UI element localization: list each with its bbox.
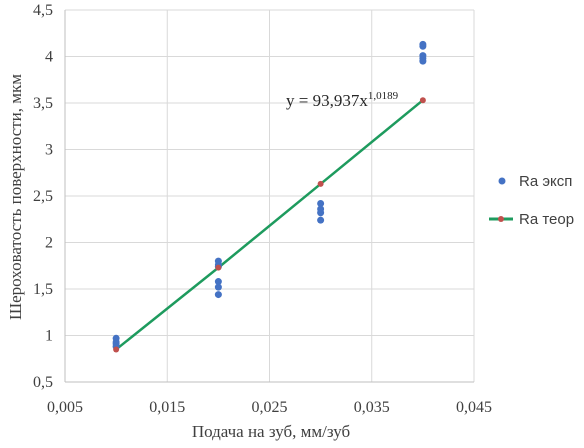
legend-marker-ra-eksp <box>498 177 506 185</box>
axes <box>64 10 474 383</box>
gridlines <box>65 9 475 382</box>
ra-teor-point <box>215 264 222 271</box>
y-tick-label: 2,5 <box>33 188 53 205</box>
ra-teor-point <box>419 97 426 104</box>
ra-eksp-point <box>214 291 222 299</box>
y-tick-label: 4 <box>45 49 53 66</box>
x-tick-label: 0,035 <box>354 399 390 416</box>
ra-teor-point <box>317 180 324 187</box>
y-tick-label: 4,5 <box>33 2 53 19</box>
y-tick-label: 1,5 <box>33 281 53 298</box>
x-tick-label: 0,015 <box>149 399 185 416</box>
ra-eksp-point <box>214 283 222 291</box>
ra-teor-line <box>115 99 424 351</box>
ra-teor-point <box>113 346 120 353</box>
ra-eksp-point <box>317 209 325 217</box>
ra-eksp-point <box>419 57 427 65</box>
ra-eksp-point <box>317 199 325 207</box>
trendline-equation: y = 93,937x1,0189 <box>286 90 399 110</box>
y-tick-label: 1 <box>45 328 53 345</box>
x-tick-labels: 0,005 0,015 0,025 0,035 0,045 <box>47 399 492 416</box>
ra-eksp-point <box>419 42 427 50</box>
x-tick-label: 0,025 <box>252 399 288 416</box>
ra-eksp-point <box>214 278 222 286</box>
legend: Ra эксп Ra теор <box>489 173 574 228</box>
y-tick-labels: 0,5 1 1,5 2 2,5 3 3,5 4 4,5 <box>33 2 53 391</box>
y-tick-label: 3 <box>45 142 53 159</box>
x-axis-title: Подача на зуб, мм/зуб <box>192 422 350 441</box>
legend-label-ra-teor: Ra теор <box>519 211 574 228</box>
legend-marker-ra-teor <box>498 216 504 222</box>
y-tick-label: 3,5 <box>33 95 53 112</box>
y-tick-label: 0,5 <box>33 374 53 391</box>
legend-label-ra-eksp: Ra эксп <box>519 173 572 190</box>
y-tick-label: 2 <box>45 235 53 252</box>
x-tick-label: 0,045 <box>456 399 492 416</box>
y-axis-title: Шероховатость поверхности, мкм <box>6 74 25 320</box>
ra-eksp-point <box>317 216 325 224</box>
series-points <box>112 40 427 353</box>
x-tick-label: 0,005 <box>47 399 83 416</box>
series-ra-teor-line <box>115 99 424 351</box>
